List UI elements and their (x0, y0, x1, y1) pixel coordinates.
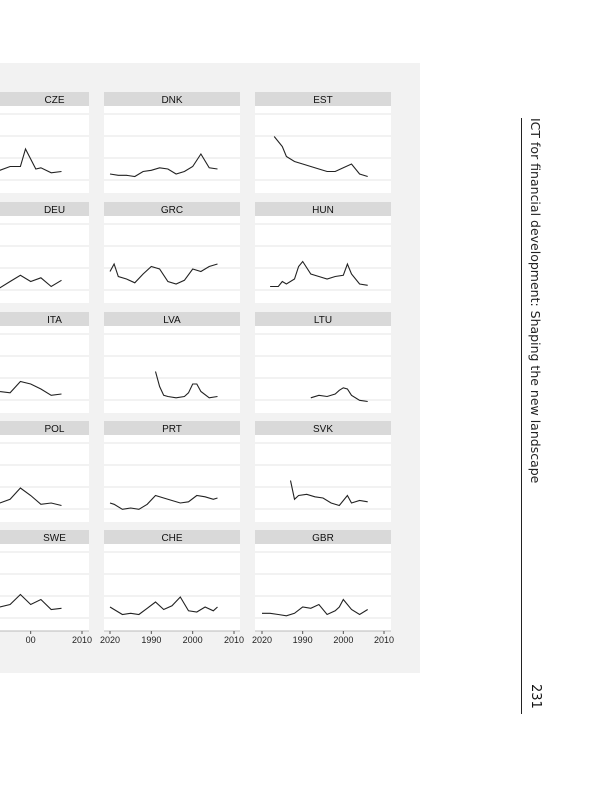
x-tick-label: 00 (26, 635, 36, 645)
panel-strip (0, 312, 89, 326)
panel-label: CHE (161, 533, 182, 544)
panel-lva: LVA (104, 312, 240, 413)
panel-dnk: DNK (104, 92, 240, 193)
panel-strip (104, 92, 240, 106)
plot-area (104, 106, 240, 193)
series-line (0, 274, 62, 289)
panel-label: ITA (47, 315, 62, 326)
panel-est: EST (255, 92, 391, 193)
plot-area (104, 216, 240, 303)
plot-area (104, 435, 240, 522)
plot-area (255, 435, 391, 522)
panel-deu: DEU (0, 202, 89, 303)
panel-label: GBR (312, 533, 334, 544)
page-number: 231 (526, 684, 544, 714)
panel-strip (255, 92, 391, 106)
panel-swe: SWE (0, 530, 89, 631)
series-line (0, 593, 62, 611)
x-tick-label: 1990 (141, 635, 161, 645)
panel-strip (104, 530, 240, 544)
plot-area (255, 106, 391, 193)
panel-label: DNK (161, 95, 182, 106)
plot-area (0, 106, 89, 193)
plot-area (255, 326, 391, 413)
running-title: ICT for financial development: Shaping t… (527, 118, 543, 483)
panel-grc: GRC (104, 202, 240, 303)
series-line (310, 387, 368, 403)
panel-strip (255, 530, 391, 544)
panel-strip (0, 92, 89, 106)
panel-label: POL (44, 424, 64, 435)
plot-area (255, 216, 391, 303)
panel-svk: SVK (255, 421, 391, 522)
panel-cze: CZE (0, 92, 89, 193)
panel-strip (0, 530, 89, 544)
x-tick-label: 2010 (374, 635, 394, 645)
panel-label: HUN (312, 205, 334, 216)
plot-area (255, 544, 391, 631)
panel-label: GRC (161, 205, 183, 216)
panel-che: CHE (104, 530, 240, 631)
panel-strip (0, 202, 89, 216)
panel-strip (104, 202, 240, 216)
series-line (0, 487, 62, 507)
panel-label: LVA (163, 315, 181, 326)
plot-area (104, 544, 240, 631)
panel-strip (255, 202, 391, 216)
panel-gbr: GBR (255, 530, 391, 631)
series-line (289, 480, 368, 507)
x-tick-label: 2000 (183, 635, 203, 645)
x-tick-label: 2010 (72, 635, 92, 645)
series-line (262, 598, 368, 617)
series-line (109, 596, 218, 616)
plot-area (0, 216, 89, 303)
panel-label: EST (313, 95, 332, 106)
panel-label: SVK (313, 424, 333, 435)
x-tick-label: 2020 (252, 635, 272, 645)
plot-area (0, 544, 89, 631)
running-title-text: ICT for financial development: Shaping t… (528, 118, 543, 484)
series-line (0, 380, 62, 396)
page-number-text: 231 (528, 684, 543, 709)
plot-area (0, 326, 89, 413)
panel-strip (104, 312, 240, 326)
panel-ltu: LTU (255, 312, 391, 413)
panel-label: PRT (162, 424, 182, 435)
series-line (0, 147, 62, 174)
series-line (273, 136, 368, 178)
panel-strip (0, 421, 89, 435)
panel-label: DEU (44, 205, 65, 216)
series-line (109, 494, 218, 510)
plot-area (104, 326, 240, 413)
panel-strip (255, 312, 391, 326)
series-line (154, 371, 218, 399)
panel-label: SWE (43, 533, 66, 544)
series-line (109, 152, 218, 178)
panel-label: LTU (314, 315, 332, 326)
panel-strip (255, 421, 391, 435)
x-tick-label: 2020 (100, 635, 120, 645)
margin-rule (521, 118, 522, 714)
series-line (270, 260, 368, 288)
panel-label: CZE (45, 95, 65, 106)
x-tick-label: 1990 (293, 635, 313, 645)
x-tick-label: 2010 (224, 635, 244, 645)
plot-area (0, 435, 89, 522)
x-tick-label: 2000 (333, 635, 353, 645)
panel-strip (104, 421, 240, 435)
series-line (109, 262, 218, 285)
panel-hun: HUN (255, 202, 391, 303)
panel-pol: POL (0, 421, 89, 522)
panel-ita: ITA (0, 312, 89, 413)
panel-prt: PRT (104, 421, 240, 522)
